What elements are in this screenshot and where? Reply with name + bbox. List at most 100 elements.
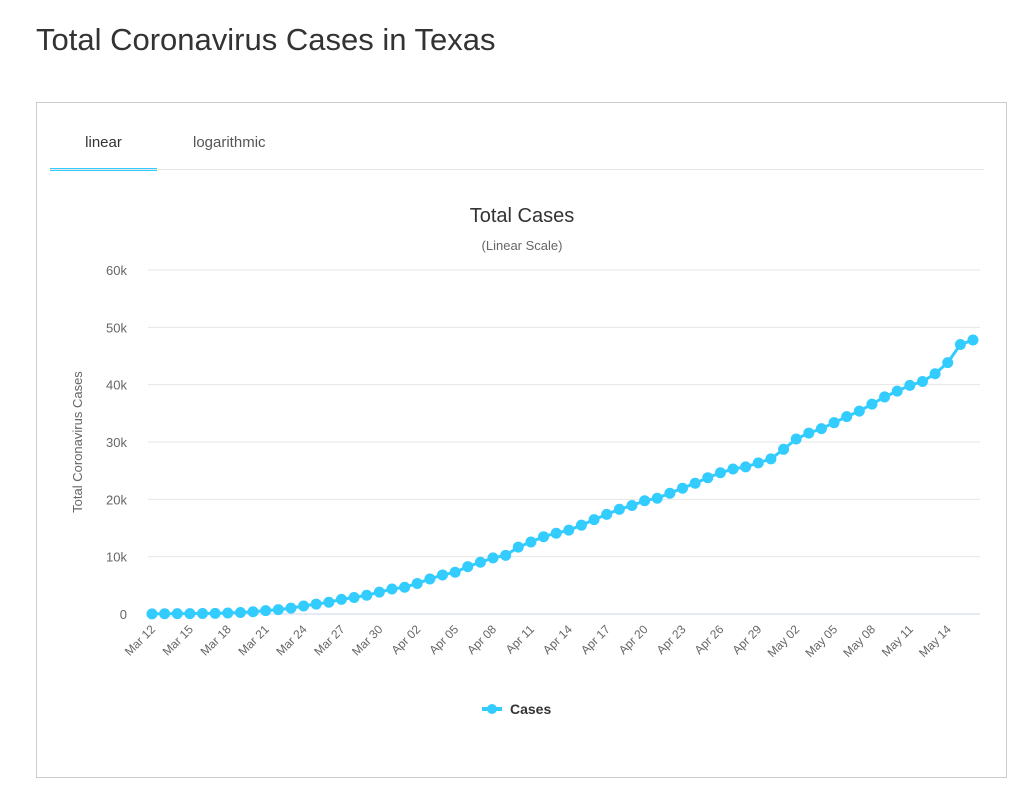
data-point[interactable] xyxy=(601,508,613,520)
x-tick-label: Apr 20 xyxy=(616,622,651,657)
data-point[interactable] xyxy=(778,443,790,455)
x-tick-label: May 11 xyxy=(879,622,916,659)
data-point[interactable] xyxy=(487,552,499,564)
legend-item-cases[interactable]: Cases xyxy=(482,701,551,717)
data-point[interactable] xyxy=(967,334,979,346)
data-point[interactable] xyxy=(146,608,158,620)
x-tick-label: May 08 xyxy=(840,622,878,660)
data-point[interactable] xyxy=(437,569,449,581)
x-tick-label: Apr 17 xyxy=(578,622,613,657)
data-point[interactable] xyxy=(588,514,600,526)
data-point[interactable] xyxy=(222,607,234,619)
data-point[interactable] xyxy=(613,503,625,515)
data-point[interactable] xyxy=(525,536,537,548)
data-point[interactable] xyxy=(348,592,360,604)
data-point[interactable] xyxy=(664,487,676,499)
data-point[interactable] xyxy=(765,453,777,465)
x-tick-label: Mar 27 xyxy=(311,622,348,659)
data-point[interactable] xyxy=(512,541,524,553)
y-tick-label: 50k xyxy=(106,320,127,335)
tab-divider xyxy=(50,169,984,170)
x-tick-label: Apr 23 xyxy=(654,622,689,657)
x-tick-label: Mar 12 xyxy=(122,622,159,659)
x-tick-label: Apr 05 xyxy=(426,622,461,657)
chart-container xyxy=(36,102,1007,778)
x-tick-label: May 14 xyxy=(916,622,954,660)
data-point[interactable] xyxy=(954,339,966,351)
data-point[interactable] xyxy=(462,561,474,573)
data-point[interactable] xyxy=(361,589,373,601)
data-point[interactable] xyxy=(714,467,726,479)
data-point[interactable] xyxy=(411,577,423,589)
data-point[interactable] xyxy=(879,391,891,403)
data-point[interactable] xyxy=(727,463,739,475)
data-point[interactable] xyxy=(424,573,436,585)
data-point[interactable] xyxy=(260,605,272,617)
data-point[interactable] xyxy=(575,519,587,531)
data-point[interactable] xyxy=(323,596,335,608)
x-tick-label: Mar 30 xyxy=(349,622,386,659)
chart-title: Total Cases xyxy=(470,205,575,227)
data-point[interactable] xyxy=(197,608,209,620)
data-point[interactable] xyxy=(853,405,865,417)
data-point[interactable] xyxy=(399,581,411,593)
x-tick-label: Mar 21 xyxy=(235,622,272,659)
data-point[interactable] xyxy=(449,566,461,578)
data-point[interactable] xyxy=(828,417,840,429)
data-point[interactable] xyxy=(689,477,701,489)
data-point[interactable] xyxy=(639,495,651,507)
data-point[interactable] xyxy=(841,411,853,423)
data-point[interactable] xyxy=(272,604,284,616)
data-point[interactable] xyxy=(550,527,562,539)
data-point[interactable] xyxy=(538,531,550,543)
data-point[interactable] xyxy=(891,385,903,397)
data-point[interactable] xyxy=(247,606,259,618)
data-point[interactable] xyxy=(740,461,752,473)
data-point[interactable] xyxy=(386,583,398,595)
x-tick-label: Mar 18 xyxy=(198,622,235,659)
data-point[interactable] xyxy=(676,482,688,494)
data-point[interactable] xyxy=(373,586,385,598)
data-point[interactable] xyxy=(942,357,954,369)
data-point[interactable] xyxy=(298,600,310,612)
data-point[interactable] xyxy=(803,427,815,439)
legend-marker xyxy=(487,704,497,714)
data-point[interactable] xyxy=(563,524,575,536)
data-point[interactable] xyxy=(171,608,183,620)
data-point[interactable] xyxy=(474,556,486,568)
y-tick-label: 0 xyxy=(120,607,127,622)
data-point[interactable] xyxy=(626,500,638,512)
data-point[interactable] xyxy=(310,598,322,610)
data-point[interactable] xyxy=(815,423,827,435)
y-tick-label: 40k xyxy=(106,378,127,393)
data-point[interactable] xyxy=(234,607,246,619)
tab-logarithmic[interactable]: logarithmic xyxy=(193,134,266,151)
y-tick-label: 30k xyxy=(106,435,127,450)
data-point[interactable] xyxy=(159,608,171,620)
x-tick-label: May 02 xyxy=(765,622,803,660)
data-point[interactable] xyxy=(752,457,764,469)
data-point[interactable] xyxy=(335,593,347,605)
x-tick-label: May 05 xyxy=(802,622,840,660)
data-point[interactable] xyxy=(929,368,941,380)
chart-subtitle: (Linear Scale) xyxy=(482,238,563,253)
legend-label: Cases xyxy=(510,701,551,717)
data-point[interactable] xyxy=(209,607,221,619)
data-point[interactable] xyxy=(285,602,297,614)
data-point[interactable] xyxy=(904,379,916,391)
y-tick-label: 10k xyxy=(106,550,127,565)
x-tick-label: Apr 11 xyxy=(503,622,538,657)
data-point[interactable] xyxy=(866,398,878,410)
x-tick-label: Apr 02 xyxy=(388,622,423,657)
y-tick-label: 20k xyxy=(106,492,127,507)
data-point[interactable] xyxy=(500,549,512,561)
data-point[interactable] xyxy=(916,375,928,387)
x-tick-label: Apr 26 xyxy=(692,622,727,657)
series-line-cases xyxy=(151,338,974,616)
data-point[interactable] xyxy=(702,472,714,484)
data-point[interactable] xyxy=(651,492,663,504)
data-point[interactable] xyxy=(790,433,802,445)
data-point[interactable] xyxy=(184,608,196,620)
y-tick-label: 60k xyxy=(106,263,127,278)
